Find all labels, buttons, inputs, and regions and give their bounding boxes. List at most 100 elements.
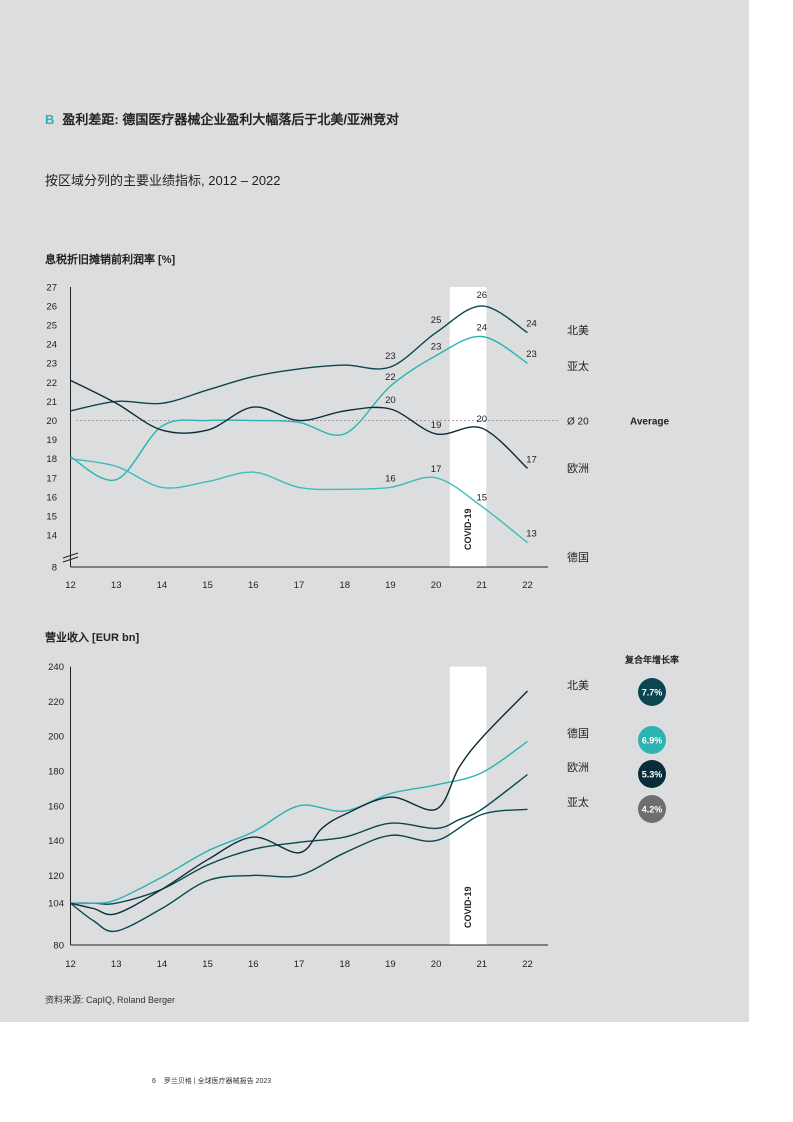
x-tick-label: 18 (339, 580, 350, 590)
data-label: 19 (431, 420, 442, 431)
y-tick-label: 19 (46, 435, 57, 446)
data-label: 25 (431, 315, 442, 326)
cagr-badge (638, 726, 666, 754)
x-tick-label: 12 (65, 580, 76, 590)
series-name-label: 北美 (567, 324, 589, 337)
average-value-label: Ø 20 (567, 417, 589, 428)
cagr-value: 5.3% (642, 770, 663, 780)
x-tick-label: 16 (248, 580, 259, 590)
y-tick-label: 160 (48, 801, 64, 812)
footer-text: 罗兰贝格 | 全球医疗器械报告 2023 (163, 1078, 272, 1085)
cagr-legend-title: 复合年增长率 (624, 654, 679, 665)
y-tick-label: 23 (46, 359, 57, 370)
axis-break-mark (62, 552, 79, 559)
y-tick-label: 22 (46, 378, 57, 389)
y-tick-label: 18 (46, 454, 57, 465)
x-tick-label: 17 (294, 959, 305, 970)
x-tick-label: 18 (339, 959, 350, 970)
y-tick-label: 200 (48, 732, 64, 743)
data-label: 23 (526, 349, 537, 360)
x-tick-label: 14 (157, 580, 168, 590)
data-label: 13 (526, 529, 537, 540)
y-tick-label: 20 (46, 416, 57, 427)
data-label: 16 (385, 473, 396, 484)
axis-break-mark (62, 556, 79, 563)
average-text-label: Average (630, 417, 670, 428)
x-tick-label: 22 (522, 959, 533, 970)
section-letter: B (45, 112, 55, 127)
cagr-badge (638, 678, 666, 706)
covid-label: COVID-19 (463, 508, 473, 550)
series-name-label: 德国 (567, 550, 589, 564)
ebitda-chart-title: 息税折旧摊销前利润率 [%] (45, 254, 176, 266)
cagr-value: 4.2% (642, 805, 663, 815)
series-line (70, 690, 529, 916)
series-line (70, 740, 528, 905)
y-tick-label: 240 (48, 662, 64, 673)
data-label: 17 (526, 454, 537, 465)
data-label: 24 (477, 322, 488, 333)
x-tick-label: 21 (477, 959, 488, 970)
cagr-value: 6.9% (642, 736, 663, 746)
cagr-value: 7.7% (642, 688, 663, 698)
y-tick-label: 180 (48, 767, 64, 778)
x-tick-label: 13 (111, 580, 122, 590)
data-label: 24 (526, 319, 537, 330)
series-line (70, 335, 528, 482)
section-heading: B 盈利差距: 德国医疗器械企业盈利大幅落后于北美/亚洲竞对 (45, 109, 399, 128)
y-tick-label: 104 (48, 899, 64, 910)
series-name-label: 亚太 (567, 360, 589, 373)
x-tick-label: 21 (477, 580, 488, 590)
x-tick-label: 19 (385, 580, 396, 590)
series-name-label: 欧洲 (567, 761, 589, 774)
y-tick-label: 25 (46, 321, 57, 332)
series-name-label: 北美 (567, 679, 589, 692)
x-tick-label: 15 (202, 959, 213, 970)
page-subtitle: 按区域分列的主要业绩指标, 2012 – 2022 (45, 173, 281, 188)
data-label: 23 (385, 351, 396, 362)
x-tick-label: 19 (385, 959, 396, 970)
y-tick-label: 220 (48, 697, 64, 708)
x-tick-label: 16 (248, 959, 259, 970)
y-tick-label: 14 (46, 531, 57, 542)
x-tick-label: 17 (294, 580, 305, 590)
data-label: 22 (385, 372, 396, 383)
y-tick-label: 21 (46, 397, 57, 408)
x-tick-label: 22 (522, 580, 533, 590)
data-label: 20 (477, 414, 488, 425)
page-number: 6 (152, 1078, 156, 1085)
covid-label: COVID-19 (463, 886, 473, 928)
y-tick-label: 15 (46, 512, 57, 523)
y-tick-label: 8 (52, 563, 57, 574)
y-tick-label: 24 (46, 340, 57, 351)
y-tick-label: 27 (46, 282, 57, 293)
data-label: 23 (431, 342, 442, 353)
y-tick-label: 17 (46, 473, 57, 484)
data-label: 15 (477, 492, 488, 503)
y-tick-label: 120 (48, 871, 64, 882)
series-name-label: 德国 (567, 726, 589, 740)
x-tick-label: 20 (431, 580, 442, 590)
x-tick-label: 12 (65, 959, 76, 970)
series-line (70, 305, 528, 412)
series-name-label: 亚太 (567, 796, 589, 809)
series-line (70, 808, 528, 933)
data-label: 20 (385, 395, 396, 406)
page-footer: 6 罗兰贝格 | 全球医疗器械报告 2023 (152, 1076, 279, 1086)
section-title-text: 盈利差距: 德国医疗器械企业盈利大幅落后于北美/亚洲竞对 (62, 112, 399, 127)
revenue-chart-title: 营业收入 [EUR bn] (45, 632, 140, 644)
series-line (70, 458, 528, 544)
x-tick-label: 20 (431, 959, 442, 970)
covid-band (449, 666, 487, 945)
x-tick-label: 15 (202, 580, 213, 590)
y-tick-label: 140 (48, 836, 64, 847)
cagr-badge (638, 760, 666, 788)
series-line (70, 773, 528, 905)
y-tick-label: 26 (46, 301, 57, 312)
data-label: 26 (477, 290, 488, 301)
cagr-badge (638, 795, 666, 823)
series-line (70, 379, 528, 469)
series-name-label: 欧洲 (567, 462, 589, 475)
data-label: 17 (431, 464, 442, 475)
